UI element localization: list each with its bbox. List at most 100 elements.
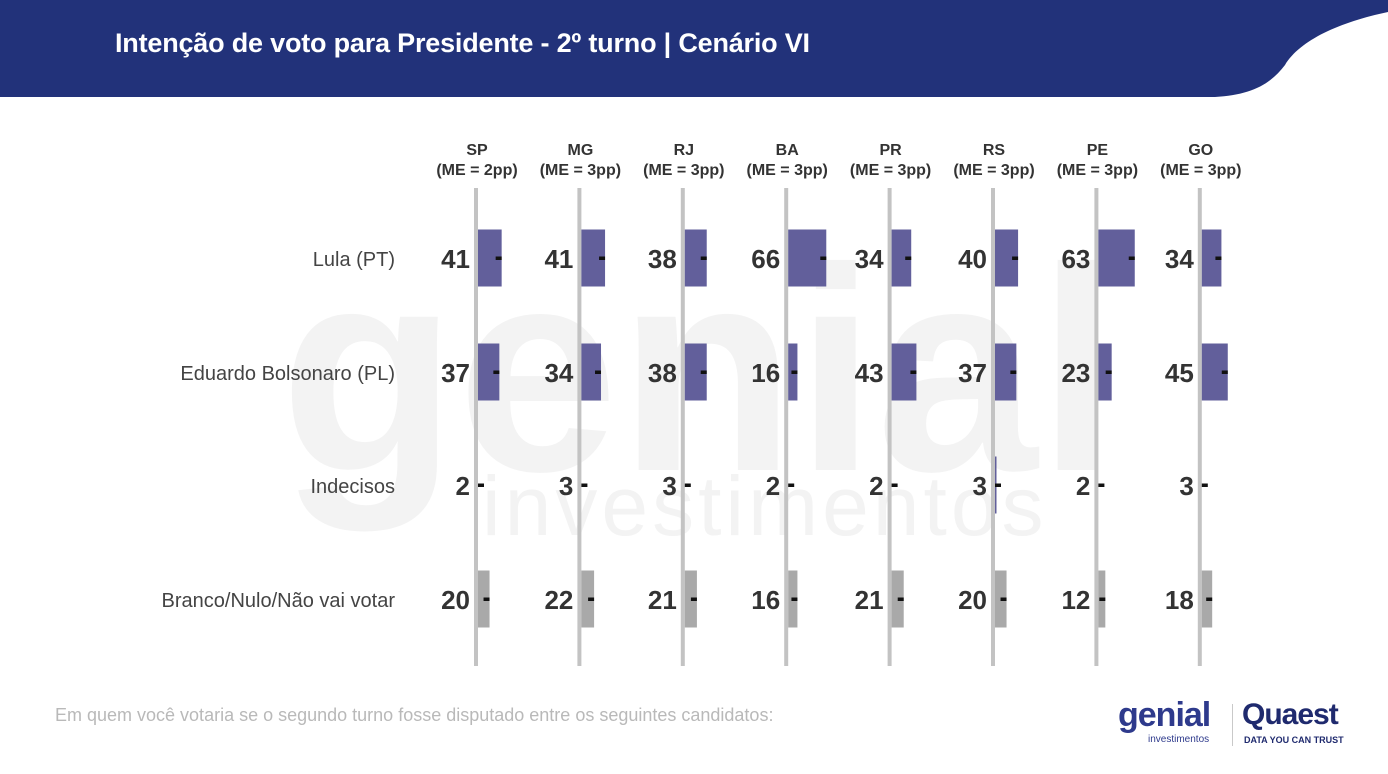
error-tick xyxy=(595,370,602,374)
value-label: 23 xyxy=(1061,358,1090,388)
bar-sp-0 xyxy=(478,229,502,287)
quaest-tagline: DATA YOU CAN TRUST xyxy=(1244,735,1344,745)
error-tick xyxy=(791,370,798,374)
genial-logo: genial xyxy=(1118,696,1211,734)
error-tick xyxy=(581,483,588,487)
bar-go-0 xyxy=(1201,229,1222,287)
value-label: 2 xyxy=(456,471,470,501)
logo-divider xyxy=(1232,704,1233,746)
category-label: Branco/Nulo/Não vai votar xyxy=(162,590,396,612)
error-tick xyxy=(791,597,798,601)
bar-pe-1 xyxy=(1098,343,1112,401)
value-label: 22 xyxy=(544,585,573,615)
header-banner: Intenção de voto para Presidente - 2º tu… xyxy=(0,0,1388,97)
margin-label-pe: (ME = 3pp) xyxy=(1057,162,1138,179)
error-tick xyxy=(1105,370,1112,374)
value-label: 16 xyxy=(751,358,780,388)
error-tick xyxy=(1098,483,1105,487)
bar-pr-0 xyxy=(891,229,912,287)
error-tick xyxy=(700,370,707,374)
bar-mg-0 xyxy=(581,229,606,287)
value-label: 21 xyxy=(648,585,677,615)
margin-label-rj: (ME = 3pp) xyxy=(643,162,724,179)
error-tick xyxy=(897,597,904,601)
value-label: 3 xyxy=(973,471,987,501)
margin-label-ba: (ME = 3pp) xyxy=(747,162,828,179)
value-label: 43 xyxy=(855,358,884,388)
margin-label-pr: (ME = 3pp) xyxy=(850,162,931,179)
value-label: 21 xyxy=(855,585,884,615)
state-label-sp: SP xyxy=(466,142,488,159)
margin-label-go: (ME = 3pp) xyxy=(1160,162,1241,179)
error-tick xyxy=(905,256,912,260)
state-label-go: GO xyxy=(1188,142,1213,159)
value-label: 3 xyxy=(1179,471,1193,501)
state-label-rs: RS xyxy=(983,142,1006,159)
value-label: 37 xyxy=(958,358,987,388)
quaest-logo: Quaest xyxy=(1242,698,1339,731)
value-label: 34 xyxy=(544,358,573,388)
value-label: 2 xyxy=(766,471,780,501)
margin-label-sp: (ME = 2pp) xyxy=(436,162,517,179)
bar-pr-3 xyxy=(891,570,904,628)
error-tick xyxy=(995,483,1001,487)
brand-logos: genial investimentos Quaest DATA YOU CAN… xyxy=(1118,696,1358,750)
bar-ba-0 xyxy=(788,229,827,287)
category-label: Lula (PT) xyxy=(313,249,395,271)
state-label-ba: BA xyxy=(776,142,800,159)
bar-mg-1 xyxy=(581,343,602,401)
error-tick xyxy=(700,256,707,260)
category-label: Eduardo Bolsonaro (PL) xyxy=(180,363,395,385)
value-label: 37 xyxy=(441,358,470,388)
bar-rj-0 xyxy=(684,229,707,287)
error-tick xyxy=(788,483,795,487)
error-tick xyxy=(493,370,500,374)
state-label-mg: MG xyxy=(568,142,594,159)
value-label: 38 xyxy=(648,358,677,388)
value-label: 20 xyxy=(441,585,470,615)
error-tick xyxy=(478,483,484,487)
value-label: 3 xyxy=(559,471,573,501)
error-tick xyxy=(588,597,595,601)
value-label: 38 xyxy=(648,244,677,274)
value-label: 2 xyxy=(1076,471,1090,501)
error-tick xyxy=(1221,370,1228,374)
error-tick xyxy=(1128,256,1135,260)
error-tick xyxy=(1099,597,1106,601)
value-label: 41 xyxy=(441,244,470,274)
error-tick xyxy=(599,256,606,260)
value-label: 63 xyxy=(1061,244,1090,274)
error-tick xyxy=(1201,483,1208,487)
bar-mg-3 xyxy=(581,570,595,628)
value-label: 45 xyxy=(1165,358,1194,388)
error-tick xyxy=(495,256,502,260)
value-label: 66 xyxy=(751,244,780,274)
page-title: Intenção de voto para Presidente - 2º tu… xyxy=(115,28,810,58)
bar-pe-0 xyxy=(1098,229,1135,287)
state-label-pr: PR xyxy=(879,142,902,159)
error-tick xyxy=(1206,597,1213,601)
bar-rj-3 xyxy=(684,570,697,628)
genial-logo-subtitle: investimentos xyxy=(1148,734,1210,745)
value-label: 34 xyxy=(855,244,884,274)
value-label: 2 xyxy=(869,471,883,501)
header-background xyxy=(0,0,1388,97)
value-label: 3 xyxy=(662,471,676,501)
error-tick xyxy=(1010,370,1017,374)
bar-rs-1 xyxy=(995,343,1017,401)
error-tick xyxy=(483,597,490,601)
bar-rj-1 xyxy=(684,343,707,401)
error-tick xyxy=(690,597,697,601)
value-label: 20 xyxy=(958,585,987,615)
bar-rs-0 xyxy=(995,229,1019,287)
error-tick xyxy=(1012,256,1019,260)
margin-label-mg: (ME = 3pp) xyxy=(540,162,621,179)
error-tick xyxy=(891,483,898,487)
question-footnote: Em quem você votaria se o segundo turno … xyxy=(55,705,774,725)
bar-sp-1 xyxy=(478,343,500,401)
value-label: 18 xyxy=(1165,585,1194,615)
state-label-pe: PE xyxy=(1087,142,1109,159)
error-tick xyxy=(1000,597,1007,601)
value-label: 34 xyxy=(1165,244,1194,274)
value-label: 41 xyxy=(544,244,573,274)
